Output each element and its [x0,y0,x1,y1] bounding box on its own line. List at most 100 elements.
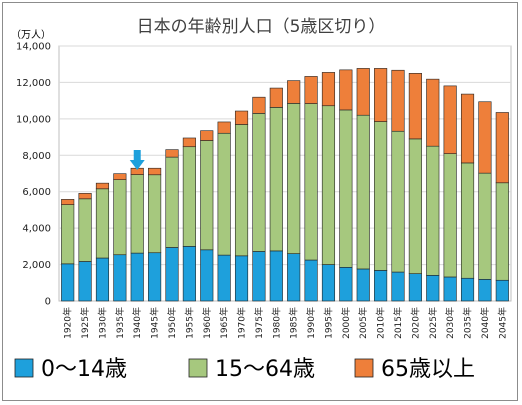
bar-segment [339,69,353,111]
bar-segment [234,124,249,257]
bar-segment [269,87,283,108]
bar-segment [148,174,162,254]
bar-segment [426,145,440,276]
x-axis: 1920年 1925年 1930年 1935年 1940年 1945年 1950年 1955年… [62,307,509,339]
bar-segment [269,250,283,302]
x-tick-label: 2010年 [375,307,387,339]
bar-segment [339,109,353,268]
bar-segment [252,96,266,114]
y-tick-label: 14,000 [16,42,51,53]
bar-segment [130,174,144,254]
bar-segment [443,153,457,278]
x-tick-label: 2040年 [479,307,491,339]
bar-segment [78,261,92,302]
bar-segment [182,246,196,302]
y-tick-label: 10,000 [16,114,51,125]
legend-swatch [14,358,34,378]
bar-segment [495,279,509,302]
bar-segment [95,188,110,259]
bar-segment [408,138,422,274]
legend: 0～14歳 15～64歳 65歳以上 [14,357,475,382]
bar-segment [287,80,301,104]
bar-segment [374,270,388,302]
bar-segment [61,263,75,302]
plot-area [58,45,512,302]
x-tick-label: 1970年 [236,307,248,339]
bar-segment [495,112,509,184]
y-axis: 0 2,000 4,000 6,000 8,000 10,000 12,000 14,000 [16,42,51,308]
bar-segment [287,103,301,254]
bar-segment [130,252,144,302]
y-tick-label: 12,000 [16,78,51,89]
unit-label: （万人） [11,29,51,41]
bar-segment [478,279,492,302]
bar-segment [165,247,179,302]
bar-segment [61,199,75,205]
bar-segment [200,249,214,302]
bar-segment [217,121,231,134]
x-tick-label: 1960年 [201,307,213,339]
population-chart: 日本の年齢別人口（5歳区切り） （万人） 0 2,000 4,000 6,000 8,0… [11,17,512,382]
x-tick-label: 2045年 [496,307,508,339]
bar-segment [374,121,388,271]
bar-segment [217,132,231,256]
bar-segment [287,253,301,302]
bar-segment [304,76,318,104]
bar-segment [460,162,475,279]
bar-segment [356,268,370,302]
bar-segment [252,113,266,252]
x-tick-label: 1945年 [149,307,161,339]
bar-segment [321,105,336,265]
bar-segment [200,130,214,141]
bar-segment [165,149,179,158]
legend-label: 0～14歳 [41,357,127,382]
legend-swatch [354,358,374,378]
bar-segment [148,167,162,176]
down-arrow-icon [129,150,145,170]
y-tick-label: 8,000 [22,151,51,162]
chart-title: 日本の年齢別人口（5歳区切り） [137,17,386,37]
x-tick-label: 1920年 [62,307,74,339]
bar-segment [148,252,162,302]
bar-segment [408,273,422,302]
bar-segment [182,137,196,148]
bar-segment [95,257,110,302]
bar-segment [182,146,196,247]
y-tick-label: 4,000 [22,224,51,235]
x-tick-label: 2035年 [462,307,474,339]
bar-segment [391,69,405,132]
x-tick-label: 2015年 [392,307,404,339]
bar-segment [78,193,92,200]
annotation-layer [129,150,145,170]
bar-segment [304,103,318,261]
bar-segment [252,251,266,302]
x-tick-label: 1985年 [288,307,300,339]
bar-segment [478,101,492,174]
bar-segment [460,93,475,164]
bar-segment [200,140,214,251]
x-tick-label: 2000年 [340,307,352,339]
bar-segment [165,156,179,248]
bar-segment [269,107,283,252]
bar-segment [234,255,249,302]
bar-segment [391,130,405,273]
bar-segment [426,78,440,147]
y-tick-label: 6,000 [22,187,51,198]
bar-segment [61,204,75,265]
bar-segment [321,72,336,107]
bar-segment [408,73,422,140]
x-tick-label: 2020年 [409,307,421,339]
bar-segment [339,267,353,302]
y-tick-label: 2,000 [22,260,51,271]
x-tick-label: 1990年 [305,307,317,339]
bar-segment [356,114,370,270]
bar-segment [443,276,457,302]
bar-segment [113,179,127,256]
bar-segment [391,271,405,302]
x-tick-label: 1930年 [96,307,108,339]
x-tick-label: 1995年 [322,307,334,339]
x-tick-label: 2030年 [444,307,456,339]
bar-segment [478,172,492,280]
x-tick-label: 1975年 [253,307,265,339]
legend-label: 15～64歳 [215,357,315,382]
